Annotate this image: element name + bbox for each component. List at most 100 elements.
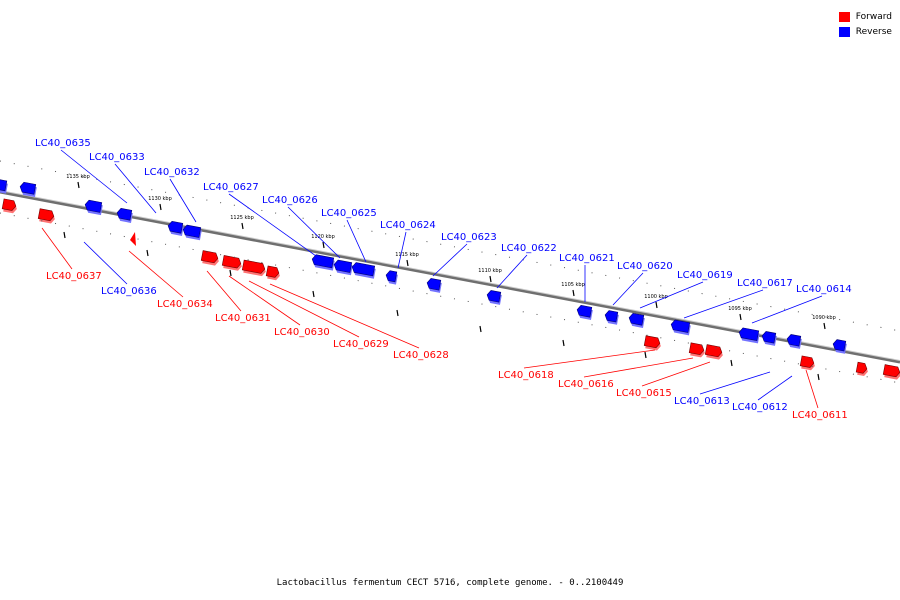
gene-label[interactable]: LC40_0624 xyxy=(380,220,436,231)
gene-label-leader xyxy=(269,283,420,349)
kbp-tick-label: 1090 kbp xyxy=(812,315,836,321)
gene-label[interactable]: LC40_0634 xyxy=(157,299,213,310)
gene-label-leader xyxy=(346,219,367,263)
kbp-tick-lower xyxy=(479,325,482,333)
map-caption: Lactobacillus fermentum CECT 5716, compl… xyxy=(276,578,624,588)
gene-reverse[interactable] xyxy=(786,334,803,349)
gene-reverse[interactable] xyxy=(832,339,848,354)
gene-reverse[interactable] xyxy=(628,313,646,328)
gene-label-leader xyxy=(228,275,301,326)
gene-label[interactable]: LC40_0628 xyxy=(393,350,449,361)
gene-reverse[interactable] xyxy=(576,305,594,320)
legend: Forward Reverse xyxy=(838,9,892,39)
gene-label-leader xyxy=(757,375,793,401)
gene-label[interactable]: LC40_0611 xyxy=(792,410,848,421)
gene-label[interactable]: LC40_0622 xyxy=(501,243,557,254)
gene-forward[interactable] xyxy=(799,355,817,371)
gene-forward[interactable] xyxy=(643,335,663,351)
gene-label-leader xyxy=(641,361,711,387)
gene-label[interactable]: LC40_0625 xyxy=(321,208,377,219)
gene-label-leader xyxy=(169,178,197,223)
gene-reverse[interactable] xyxy=(182,224,202,241)
kbp-tick-label: 1115 kbp xyxy=(395,252,419,258)
gene-label-leader xyxy=(206,270,242,312)
gene-reverse[interactable] xyxy=(738,327,760,344)
gene-reverse[interactable] xyxy=(426,278,443,293)
gene-reverse[interactable] xyxy=(116,208,134,223)
gene-label-leader xyxy=(432,243,468,277)
gene-forward[interactable] xyxy=(265,265,282,281)
gene-label[interactable]: LC40_0621 xyxy=(559,253,615,264)
kbp-tick-lower xyxy=(817,373,820,381)
kbp-tick xyxy=(823,322,826,330)
kbp-tick-label: 1100 kbp xyxy=(644,294,668,300)
kbp-tick-lower xyxy=(229,269,232,277)
legend-label-forward: Forward xyxy=(855,11,892,22)
gene-reverse[interactable] xyxy=(333,259,353,276)
gene-label-leader xyxy=(60,149,128,204)
gene-label[interactable]: LC40_0614 xyxy=(796,284,852,295)
gene-label[interactable]: LC40_0615 xyxy=(616,388,672,399)
gene-reverse[interactable] xyxy=(761,331,778,346)
gene-forward[interactable] xyxy=(882,364,900,381)
gene-reverse[interactable] xyxy=(351,262,376,279)
gene-label-leader xyxy=(683,289,764,319)
gene-reverse[interactable] xyxy=(167,221,185,236)
gene-label[interactable]: LC40_0612 xyxy=(732,402,788,413)
gene-label[interactable]: LC40_0636 xyxy=(101,286,157,297)
gene-forward[interactable] xyxy=(704,344,725,361)
kbp-tick xyxy=(489,275,492,283)
gene-forward[interactable] xyxy=(241,259,267,277)
gene-label[interactable]: LC40_0637 xyxy=(46,271,102,282)
gene-reverse[interactable] xyxy=(486,290,503,305)
gene-label[interactable]: LC40_0626 xyxy=(262,195,318,206)
gene-reverse[interactable] xyxy=(0,179,8,194)
kbp-tick-label: 1125 kbp xyxy=(230,215,254,221)
gene-forward[interactable] xyxy=(200,250,221,267)
gene-label-leader xyxy=(496,254,528,289)
gene-forward[interactable] xyxy=(221,255,243,271)
kbp-tick-lower xyxy=(146,249,149,257)
gene-label[interactable]: LC40_0619 xyxy=(677,270,733,281)
kbp-tick xyxy=(406,259,409,267)
gene-reverse[interactable] xyxy=(19,181,38,198)
gene-reverse[interactable] xyxy=(84,199,104,216)
gene-label-leader xyxy=(397,231,407,269)
kbp-tick-lower xyxy=(562,339,565,347)
legend-item-reverse: Reverse xyxy=(838,24,892,39)
legend-item-forward: Forward xyxy=(838,9,892,24)
gene-forward[interactable] xyxy=(855,361,870,377)
gene-label[interactable]: LC40_0618 xyxy=(498,370,554,381)
gene-label[interactable]: LC40_0627 xyxy=(203,182,259,193)
gene-reverse[interactable] xyxy=(311,254,335,271)
gene-reverse[interactable] xyxy=(604,310,620,325)
gene-reverse[interactable] xyxy=(670,319,691,336)
gene-label-leader xyxy=(248,280,360,338)
gene-label[interactable]: LC40_0633 xyxy=(89,152,145,163)
legend-swatch-reverse xyxy=(838,26,850,37)
gene-label[interactable]: LC40_0629 xyxy=(333,339,389,350)
kbp-tick-label: 1130 kbp xyxy=(148,196,172,202)
gene-label-leader xyxy=(287,206,341,259)
gene-label[interactable]: LC40_0623 xyxy=(441,232,497,243)
gene-label[interactable]: LC40_0620 xyxy=(617,261,673,272)
gene-label-leader xyxy=(41,227,73,270)
kbp-tick-lower xyxy=(312,290,315,298)
gene-reverse[interactable] xyxy=(385,270,399,285)
gene-forward[interactable] xyxy=(1,198,19,214)
gene-label[interactable]: LC40_0616 xyxy=(558,379,614,390)
gene-forward[interactable] xyxy=(688,342,707,358)
gene-forward[interactable] xyxy=(130,232,136,246)
gene-label[interactable]: LC40_0632 xyxy=(144,167,200,178)
gene-label-leader xyxy=(583,357,694,378)
gene-label[interactable]: LC40_0613 xyxy=(674,396,730,407)
gene-label[interactable]: LC40_0630 xyxy=(274,327,330,338)
gene-forward[interactable] xyxy=(37,208,57,224)
gene-label-leader xyxy=(114,163,157,214)
gene-label[interactable]: LC40_0617 xyxy=(737,278,793,289)
legend-label-reverse: Reverse xyxy=(855,26,892,37)
kbp-tick xyxy=(655,301,658,309)
gene-label[interactable]: LC40_0631 xyxy=(215,313,271,324)
kbp-tick xyxy=(322,241,325,249)
gene-label[interactable]: LC40_0635 xyxy=(35,138,91,149)
